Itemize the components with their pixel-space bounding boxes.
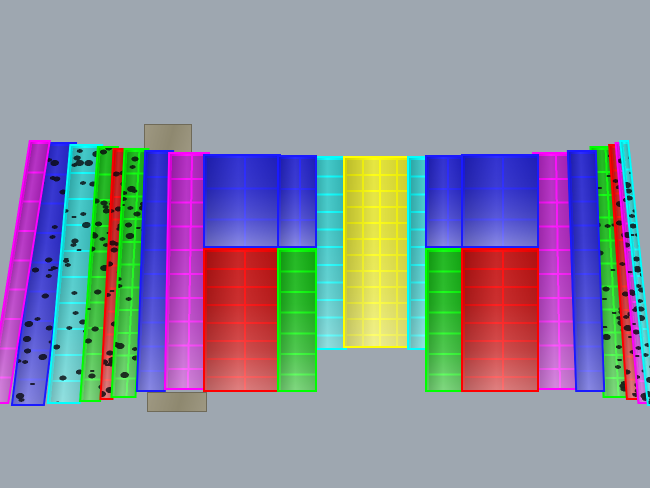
shading-gradient [165,154,209,388]
element-edge-grid [205,250,279,390]
lateral-shading [345,158,409,346]
lateral-shading [205,156,279,246]
lateral-shading [463,156,537,246]
element-edge-grid [463,250,537,390]
shading-gradient [279,250,315,390]
mesh-segment-blue [425,155,465,248]
shading-gradient [568,152,604,390]
lateral-shading [205,250,279,390]
shading-gradient [279,157,315,246]
mesh-column-leg-right-green[interactable] [425,155,465,392]
mesh-segment-blue [203,154,281,248]
mesh-segment-green [277,248,317,392]
mesh-column-leg-right-red[interactable] [461,154,539,392]
lateral-shading [568,152,604,390]
element-edge-grid [427,250,463,390]
shading-gradient [313,158,345,348]
base-plate[interactable] [147,392,207,412]
mesh-segment-green [425,248,465,392]
shading-gradient [345,158,409,346]
lateral-shading [313,158,345,348]
lateral-shading [279,250,315,390]
element-edge-grid [313,158,345,348]
shading-gradient [427,250,463,390]
element-edge-grid [165,154,209,388]
mesh-segment-red [203,248,281,392]
lateral-shading [463,250,537,390]
mesh-segment-blue [277,155,317,248]
shading-gradient [463,250,537,390]
shading-gradient [427,157,463,246]
mesh-segment-yellow [343,156,411,348]
element-edge-grid [279,250,315,390]
mesh-segment-blue [461,154,539,248]
element-edge-grid [427,157,463,246]
shading-gradient [205,250,279,390]
mesh-column-leg-left-green[interactable] [277,155,317,392]
mesh-column-deck-yellow-center[interactable] [343,156,411,348]
shading-gradient [463,156,537,246]
element-edge-grid [279,157,315,246]
lateral-shading [165,154,209,388]
element-edge-grid [205,156,279,246]
lateral-shading [427,157,463,246]
mesh-segment-red [461,248,539,392]
mesh-column-leg-left-red[interactable] [203,154,281,392]
element-edge-grid [568,152,604,390]
shading-gradient [205,156,279,246]
lateral-shading [427,250,463,390]
element-edge-grid [463,156,537,246]
element-edge-grid [345,158,409,346]
lateral-shading [279,157,315,246]
